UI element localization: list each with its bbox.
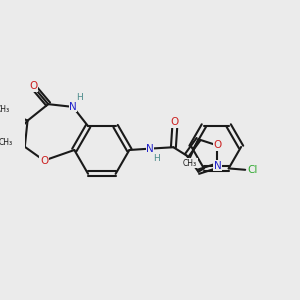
Text: Cl: Cl — [248, 165, 258, 175]
Text: O: O — [213, 140, 222, 151]
Text: H: H — [153, 154, 159, 163]
Text: N: N — [69, 102, 77, 112]
Text: CH₃: CH₃ — [183, 159, 197, 168]
Text: CH₃: CH₃ — [0, 105, 10, 114]
Text: O: O — [29, 81, 37, 91]
Text: CH₃: CH₃ — [0, 138, 13, 147]
Text: O: O — [171, 118, 179, 128]
Text: H: H — [76, 93, 82, 102]
Text: N: N — [214, 160, 221, 170]
Text: N: N — [146, 144, 154, 154]
Text: O: O — [40, 156, 48, 166]
